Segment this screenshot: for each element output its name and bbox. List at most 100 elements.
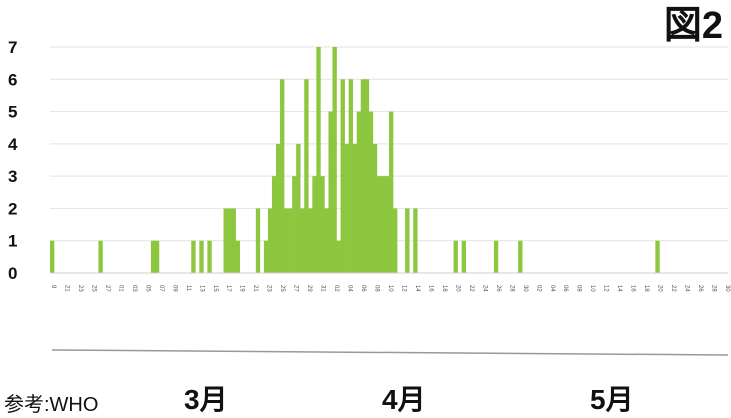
x-tick-label: 10 — [387, 285, 393, 292]
bar — [461, 240, 466, 273]
bar — [380, 176, 386, 273]
x-tick-label: 22 — [670, 285, 676, 292]
bar — [284, 208, 289, 273]
bar — [312, 176, 317, 273]
bar — [300, 208, 305, 273]
bar — [267, 208, 273, 273]
bar — [98, 240, 103, 273]
bar — [50, 240, 55, 273]
bar — [518, 240, 523, 273]
x-tick-label: 03 — [131, 285, 137, 292]
bar — [328, 111, 333, 273]
x-tick-label: 06 — [360, 285, 366, 292]
x-tick-label: 22 — [468, 285, 474, 292]
x-tick-label: 27 — [293, 285, 299, 292]
x-tick-label: 02 — [535, 285, 541, 292]
bar — [336, 240, 341, 273]
bar — [271, 176, 277, 273]
x-tick-label: 30 — [522, 285, 528, 292]
bar — [227, 208, 232, 273]
bar — [296, 143, 301, 273]
bar — [352, 143, 358, 273]
bar — [324, 208, 329, 273]
y-tick-label: 6 — [8, 70, 17, 89]
x-tick-label: 04 — [549, 285, 555, 292]
bar — [493, 240, 499, 273]
x-tick-label: 18 — [441, 285, 447, 292]
bar — [207, 240, 212, 273]
month-label-mar: 3月 — [184, 384, 228, 415]
x-tick-label: 29 — [306, 285, 312, 292]
bar — [320, 176, 325, 273]
x-tick-label: 02 — [333, 285, 339, 292]
bar — [292, 176, 297, 273]
month-label-apr: 4月 — [382, 384, 426, 415]
x-tick-label: 23 — [266, 285, 272, 292]
y-tick-label: 1 — [8, 232, 17, 251]
bar — [191, 240, 196, 273]
x-tick-label: 04 — [347, 285, 353, 292]
x-tick-label: 24 — [481, 285, 487, 292]
bar — [340, 79, 345, 274]
x-tick-label: 19 — [239, 285, 245, 292]
bar — [413, 208, 418, 273]
bar — [360, 79, 366, 274]
bar — [393, 208, 398, 273]
x-tick-label: 16 — [427, 285, 433, 292]
y-tick-label: 3 — [8, 167, 17, 186]
x-tick-label: 08 — [576, 285, 582, 292]
y-tick-label: 2 — [8, 199, 17, 218]
x-tick-label: 18 — [643, 285, 649, 292]
x-tick-label: 09 — [171, 285, 177, 292]
x-tick-label: 9 — [50, 285, 56, 289]
x-tick-label: 20 — [657, 285, 663, 292]
x-tick-label: 11 — [185, 285, 191, 292]
x-tick-label: 07 — [158, 285, 164, 292]
x-tick-label: 31 — [320, 285, 326, 292]
x-tick-label: 12 — [603, 285, 609, 292]
x-tick-label: 14 — [616, 285, 622, 292]
x-tick-label: 06 — [562, 285, 568, 292]
bar — [453, 240, 458, 273]
bar — [288, 208, 293, 273]
bar — [255, 208, 261, 273]
bar — [405, 208, 410, 273]
y-tick-label: 7 — [8, 38, 17, 57]
bar — [199, 240, 204, 273]
bar — [344, 143, 349, 273]
bar — [348, 79, 353, 274]
bar — [154, 240, 160, 273]
x-tick-label: 23 — [77, 285, 83, 292]
bar — [223, 208, 228, 273]
x-tick-label: 30 — [724, 285, 730, 292]
x-tick-label: 14 — [414, 285, 420, 292]
bar — [368, 111, 374, 273]
y-tick-label: 5 — [8, 103, 17, 122]
x-tick-label: 05 — [144, 285, 150, 292]
bar — [150, 240, 156, 273]
x-tick-label: 28 — [711, 285, 717, 292]
x-tick-label: 25 — [90, 285, 96, 292]
y-tick-label: 4 — [8, 135, 18, 154]
date-axis-line — [51, 349, 729, 356]
figure-label: 図2 — [663, 5, 723, 47]
x-tick-label: 26 — [495, 285, 501, 292]
x-tick-label: 13 — [198, 285, 204, 292]
bar — [364, 79, 370, 274]
bar — [231, 208, 236, 273]
x-tick-label: 28 — [508, 285, 514, 292]
bar — [280, 79, 285, 274]
x-tick-label: 20 — [454, 285, 460, 292]
bar — [376, 176, 382, 273]
bar — [356, 111, 362, 273]
x-tick-label: 26 — [697, 285, 703, 292]
x-tick-label: 25 — [279, 285, 285, 292]
bar — [655, 240, 660, 273]
bar — [263, 240, 269, 273]
x-tick-label: 12 — [400, 285, 406, 292]
bar — [235, 240, 240, 273]
month-label-may: 5月 — [590, 384, 634, 415]
bar — [372, 143, 378, 273]
x-tick-label: 16 — [630, 285, 636, 292]
y-tick-label: 0 — [8, 264, 17, 283]
